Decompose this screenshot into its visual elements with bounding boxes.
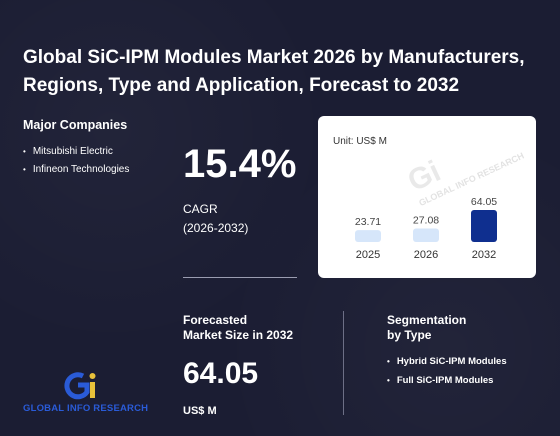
forecast-unit: US$ M [183,405,217,417]
list-item: • Mitsubishi Electric [23,143,129,161]
cagr-value: 15.4% [183,142,297,186]
category-label: 2026 [414,249,438,261]
segmentation-heading-line2: by Type [387,328,432,342]
forecast-label: Forecasted Market Size in 2032 [183,313,323,343]
bar-2025 [355,230,381,242]
value-label: 27.08 [413,214,439,226]
bar-chart: 23.71 2025 27.08 2026 64.05 2032 [355,196,497,261]
companies-heading: Major Companies [23,118,128,132]
cagr-label: CAGR (2026-2032) [183,200,248,238]
forecast-value: 64.05 [183,357,259,390]
list-item: • Hybrid SiC-IPM Modules [387,352,507,371]
forecast-label-line2: Market Size in 2032 [183,328,294,342]
category-label: 2025 [356,249,380,261]
cagr-label-line1: CAGR [183,202,218,216]
cagr-label-line2: (2026-2032) [183,221,249,235]
segment-name: Hybrid SiC-IPM Modules [396,356,507,367]
horizontal-divider [183,277,297,278]
category-label: 2032 [472,249,496,261]
segment-name: Full SiC-IPM Modules [396,375,494,386]
company-name: Infineon Technologies [32,164,130,175]
company-list: • Mitsubishi Electric • Infineon Technolog… [23,143,129,179]
bar-2026 [413,228,439,242]
logo-text: GLOBAL INFO RESEARCH [23,403,149,414]
vertical-divider [343,311,344,415]
company-logo: GLOBAL INFO RESEARCH [23,370,148,416]
chart-unit-label: Unit: US$ M [333,136,387,147]
company-name: Mitsubishi Electric [32,146,113,157]
bullet-icon: • [387,376,390,385]
forecast-label-line1: Forecasted [183,313,248,327]
page-title: Global SiC-IPM Modules Market 2026 by Ma… [23,47,525,96]
value-label: 23.71 [355,216,381,228]
segmentation-heading-line1: Segmentation [387,313,467,327]
segmentation-list: • Hybrid SiC-IPM Modules • Full SiC-IPM Mo… [387,352,507,390]
bar-2032 [471,210,497,242]
bullet-icon: • [387,357,390,366]
segmentation-heading: Segmentation by Type [387,313,507,343]
bullet-icon: • [23,165,26,174]
chart-card: Gi GLOBAL INFO RESEARCH Unit: US$ M 23.7… [318,116,536,278]
gi-logo-icon [64,372,96,400]
value-label: 64.05 [471,196,497,208]
list-item: • Full SiC-IPM Modules [387,371,507,390]
list-item: • Infineon Technologies [23,161,129,179]
bullet-icon: • [23,147,26,156]
